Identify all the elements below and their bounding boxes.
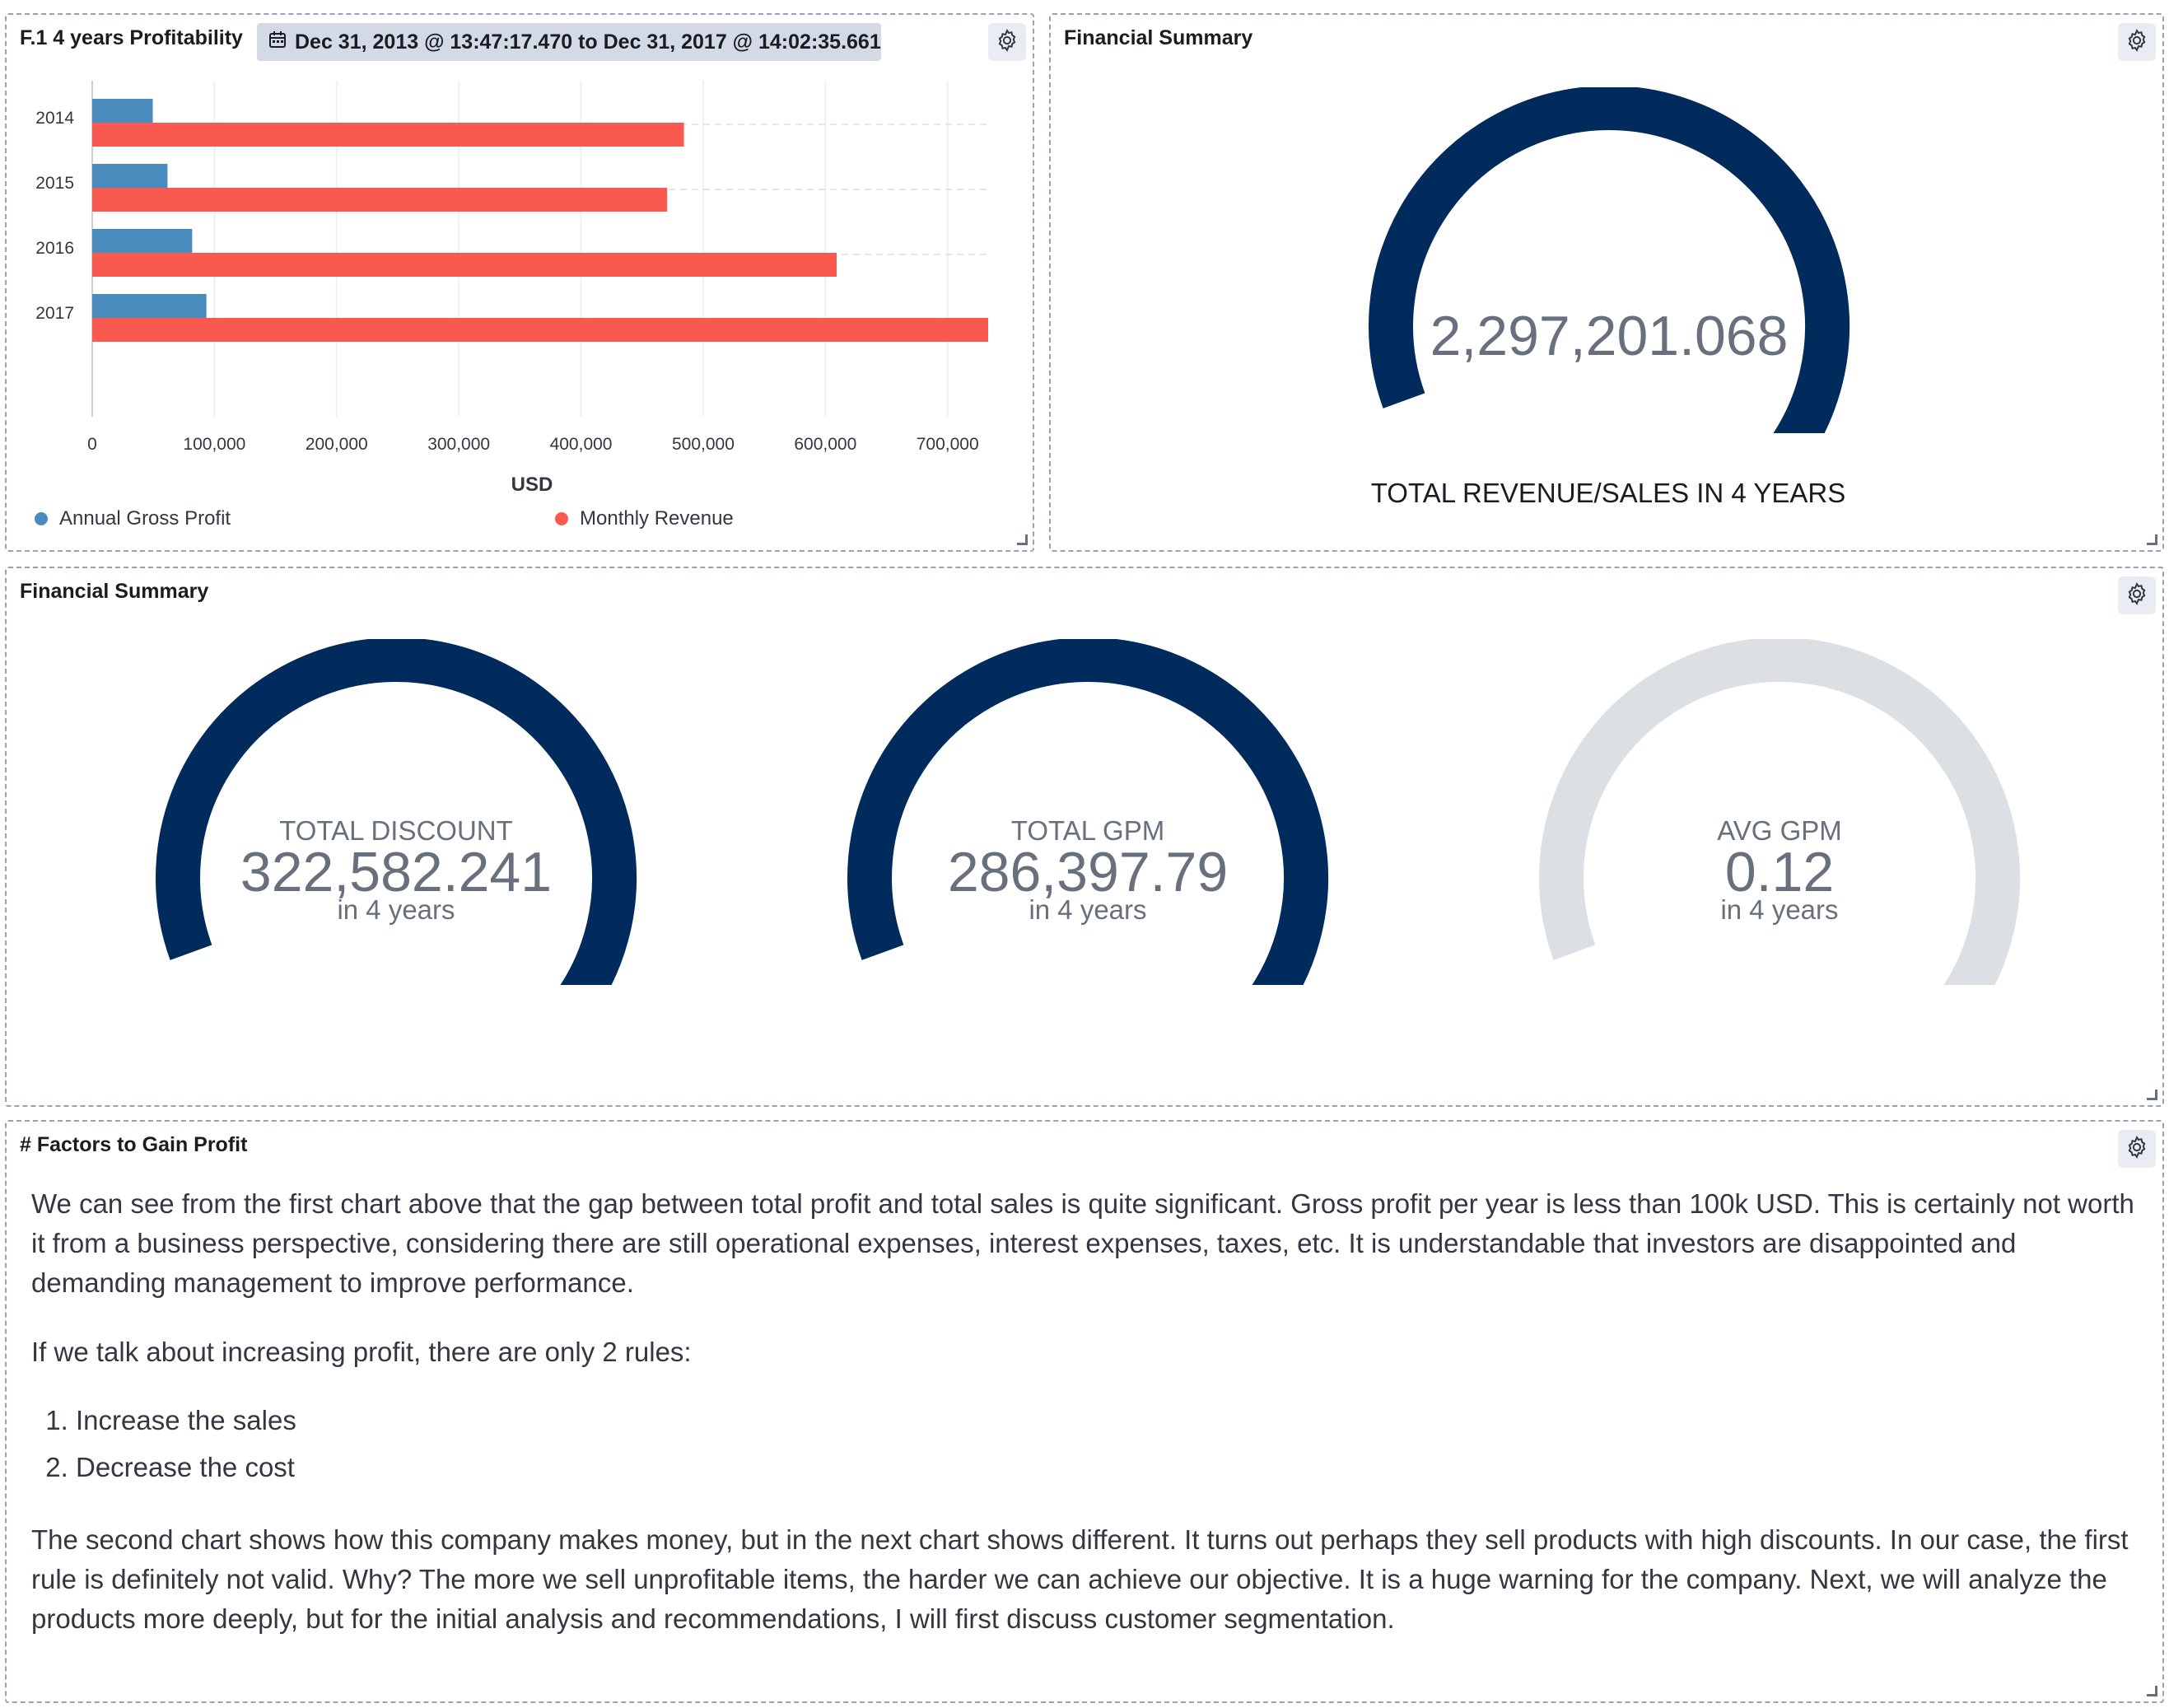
bar-revenue (92, 188, 668, 212)
resize-handle-icon[interactable] (2147, 1090, 2157, 1100)
y-tick-label: 2017 (35, 304, 74, 323)
gauge-avg-gpm: AVG GPM 0.12 in 4 years (1532, 639, 2027, 985)
bar-profit (92, 99, 153, 123)
gauge-value: 2,297,201.068 (1430, 305, 1789, 367)
resize-handle-icon[interactable] (2147, 534, 2157, 545)
bar-chart: 0 100,000 200,000 300,000 400,000 500,000 600,… (35, 81, 988, 496)
x-axis-title: USD (511, 474, 553, 496)
y-tick-label: 2016 (35, 239, 74, 258)
x-tick-label: 300,000 (427, 435, 490, 454)
gauge-value: 286,397.79 (947, 841, 1229, 903)
time-range-text: Dec 31, 2013 @ 13:47:17.470 to Dec 31, 2… (295, 30, 881, 54)
legend-item-profit[interactable]: Annual Gross Profit (35, 507, 231, 530)
panel-options-button[interactable] (2118, 1130, 2156, 1168)
gauge-label: AVG GPM (1717, 815, 1842, 846)
gauge-value: 322,582.241 (240, 841, 553, 903)
gauge-total-discount: TOTAL DISCOUNT 322,582.241 in 4 years (149, 639, 643, 985)
gear-icon (995, 28, 1019, 57)
x-tick-label: 100,000 (183, 435, 245, 454)
list-item: Decrease the cost (76, 1444, 2139, 1491)
gauge-fill (1369, 87, 1850, 433)
bar-revenue (92, 123, 684, 147)
x-tick-label: 0 (87, 435, 97, 454)
gauge-total-revenue: 2,297,201.068 (1362, 87, 1856, 433)
gauge-fill (847, 639, 1329, 985)
gauge-subtitle: in 4 years (337, 894, 455, 925)
panel-options-button[interactable] (988, 23, 1026, 61)
y-tick-label: 2014 (35, 109, 74, 128)
panel-title: # Factors to Gain Profit (20, 1133, 248, 1156)
gauge-label: TOTAL GPM (1010, 815, 1165, 846)
legend-item-revenue[interactable]: Monthly Revenue (555, 507, 734, 530)
gauge-label: TOTAL DISCOUNT (279, 815, 513, 846)
panel-title: Financial Summary (1064, 26, 1253, 49)
gear-icon (2125, 28, 2149, 57)
gauge-caption: TOTAL REVENUE/SALES IN 4 YEARS (1370, 478, 1846, 508)
panel-options-button[interactable] (2118, 23, 2156, 61)
paragraph: We can see from the first chart above th… (31, 1188, 2134, 1298)
legend-label-revenue: Monthly Revenue (580, 507, 734, 530)
gauge-fill (156, 639, 637, 985)
panel-profitability: F.1 4 years Profitability Dec 31, 2013 @… (5, 13, 1034, 552)
bar-profit (92, 294, 207, 318)
x-tick-label: 500,000 (672, 435, 735, 454)
x-tick-label: 600,000 (794, 435, 856, 454)
panel-financial-summary-gauges: Financial Summary TOTAL DISCOUNT 322,582… (5, 567, 2164, 1107)
legend-label-profit: Annual Gross Profit (59, 507, 231, 530)
resize-handle-icon[interactable] (1017, 534, 1028, 545)
list-item: Increase the sales (76, 1397, 2139, 1444)
gear-icon (2125, 581, 2149, 610)
x-tick-label: 400,000 (550, 435, 613, 454)
gauge-subtitle: in 4 years (1720, 894, 1839, 925)
x-tick-label: 200,000 (306, 435, 368, 454)
panel-factors-markdown: # Factors to Gain Profit (5, 1120, 2164, 1703)
markdown-body: We can see from the first chart above th… (31, 1184, 2139, 1668)
gauge-value: 0.12 (1724, 841, 1835, 903)
bar-profit (92, 229, 193, 253)
paragraph: The second chart shows how this company … (31, 1524, 2129, 1634)
gear-icon (2125, 1135, 2149, 1164)
calendar-icon (268, 30, 287, 54)
paragraph: If we talk about increasing profit, ther… (31, 1337, 692, 1367)
panel-title: F.1 4 years Profitability (20, 26, 243, 49)
bar-revenue (92, 318, 988, 342)
gauge-total-gpm: TOTAL GPM 286,397.79 in 4 years (841, 639, 1335, 985)
panel-financial-summary-revenue: Financial Summary 2,297,201.068 TOTAL RE… (1049, 13, 2164, 552)
legend-dot-revenue (555, 512, 568, 525)
gauge-track (1539, 639, 2021, 985)
bar-revenue (92, 253, 837, 277)
rules-list: Increase the sales Decrease the cost (31, 1397, 2139, 1491)
legend-dot-profit (35, 512, 48, 525)
x-tick-label: 700,000 (917, 435, 979, 454)
panel-options-button[interactable] (2118, 576, 2156, 614)
y-tick-label: 2015 (35, 174, 74, 193)
time-range-badge[interactable]: Dec 31, 2013 @ 13:47:17.470 to Dec 31, 2… (257, 23, 881, 61)
bar-profit (92, 164, 168, 188)
gauge-subtitle: in 4 years (1029, 894, 1147, 925)
panel-title: Financial Summary (20, 580, 209, 603)
resize-handle-icon[interactable] (2147, 1686, 2157, 1696)
